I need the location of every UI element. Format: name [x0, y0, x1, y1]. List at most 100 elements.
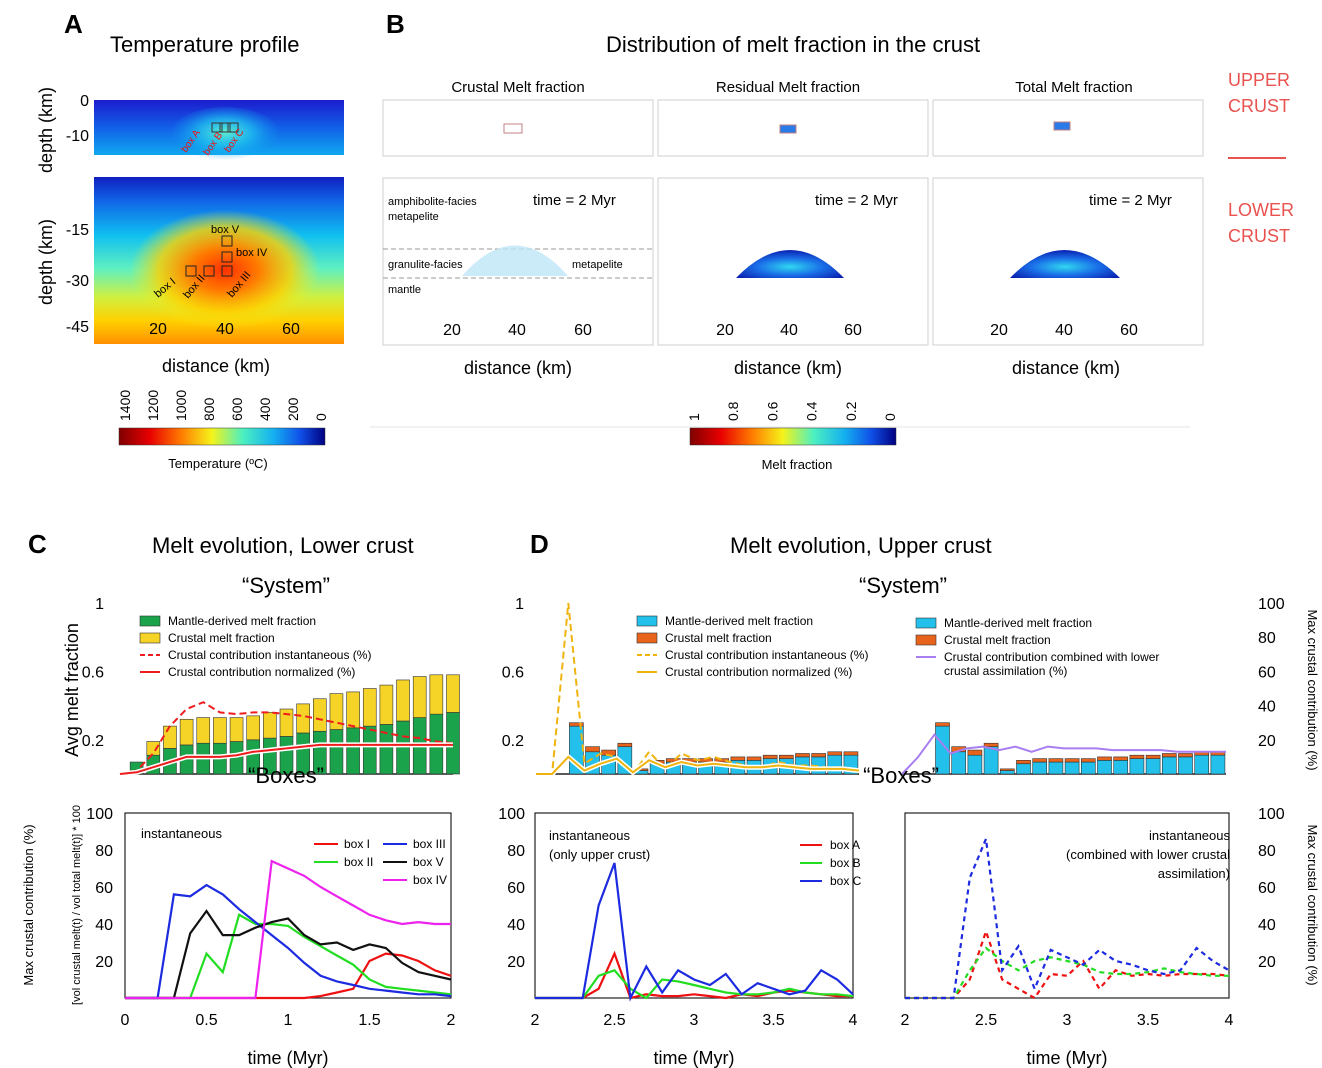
c-system-ytick-1: 1: [95, 596, 104, 613]
d-system-upper-ytick-1: 1: [515, 596, 524, 613]
d-system-combined-bar-crustal-0: [935, 722, 950, 727]
d-boxes-upper-xtick-2: 2: [531, 1012, 540, 1029]
c-system-legend-label-0: Mantle-derived melt fraction: [168, 614, 316, 628]
melt-cb-tick-0: 1: [686, 413, 702, 421]
d-boxes-upper-xtick-3.5: 3.5: [762, 1012, 784, 1029]
d-system-combined-line-purple: [901, 733, 1226, 775]
temp-cb-tick-4: 600: [229, 397, 245, 421]
d-system-combined-bar-mantle-17: [1210, 754, 1226, 775]
d-system-upper-legend-label-1: Crustal melt fraction: [665, 631, 772, 645]
d-system-combined-bar-mantle-11: [1113, 760, 1129, 775]
d-boxes-combined-ytick-100: 100: [1258, 806, 1285, 823]
d-boxes-combined-ytick-80: 80: [1258, 843, 1276, 860]
d-boxes-combined-annotation-1: (combined with lower crustal: [1066, 847, 1230, 862]
temp-cb-tick-6: 200: [285, 397, 301, 421]
d-system-combined-bar-mantle-4: [999, 770, 1015, 775]
c-system-bar-mantle-13: [346, 727, 360, 775]
box-iv-label: box IV: [236, 247, 268, 259]
c-system-chart: Mantle-derived melt fraction Crustal melt…: [62, 573, 460, 777]
c-system-bar-crustal-5: [213, 717, 227, 744]
d-system-combined-bar-mantle-1: [951, 751, 967, 775]
melt-x-tick-40-c: 40: [1055, 322, 1073, 339]
c-boxes-xtick-1: 1: [284, 1012, 293, 1029]
col-title-total: Total Melt fraction: [1015, 79, 1133, 96]
c-system-bar-crustal-11: [313, 698, 327, 732]
d-boxes-combined-ytick-40: 40: [1258, 917, 1276, 934]
c-system-legend-label-3: Crustal contribution normalized (%): [168, 665, 355, 679]
d-system-combined-bar-crustal-7: [1048, 758, 1064, 763]
melt-cb-tick-5: 0: [882, 413, 898, 421]
d-system-combined-legend-swatch-1: [915, 634, 937, 646]
panel-a-letter: A: [64, 9, 83, 39]
temperature-panel: depth (km) depth (km) 0 -10 -15 -30 -45 …: [36, 87, 344, 471]
panel-a-title: Temperature profile: [110, 32, 300, 57]
d-boxes-upper-annotation-1: (only upper crust): [549, 847, 650, 862]
melt-x-tick-20-c: 20: [990, 322, 1008, 339]
melt-cb-tick-1: 0.8: [725, 401, 741, 421]
d-system-combined-bar-mantle-10: [1097, 760, 1112, 775]
d-system-combined-bar-crustal-12: [1129, 754, 1145, 759]
d-system-combined-legend-swatch-0: [915, 617, 937, 629]
d-boxes-upper-xtick-3: 3: [690, 1012, 699, 1029]
d-system-upper-bar-crustal-17: [843, 751, 859, 756]
d-system-combined-bar-crustal-6: [1032, 758, 1048, 763]
lower-tick-45: -45: [66, 319, 89, 336]
d-system-upper-bar-crustal-16: [827, 751, 843, 756]
d-system-combined-bar-mantle-13: [1145, 758, 1161, 775]
d-system-upper-chart: Mantle-derived melt fraction Crustal melt…: [502, 573, 947, 777]
d-system-combined-bar-mantle-8: [1064, 761, 1080, 775]
melt-x-tick-60-b: 60: [844, 322, 862, 339]
d-boxes-combined-frame: [904, 812, 1230, 999]
d-boxes-combined-series-1: [905, 946, 1229, 1000]
melt-x-tick-40-b: 40: [780, 322, 798, 339]
c-boxes-series-2: [125, 883, 452, 1000]
d-system-upper-bar-crustal-15: [811, 753, 826, 758]
d-boxes-combined-xtick-2.5: 2.5: [975, 1012, 997, 1029]
rock-label-granulite: granulite-facies: [388, 259, 463, 271]
rock-label-metapelite-lower: metapelite: [572, 259, 623, 271]
d-system-combined-legend-label-2: Crustal contribution combined with lower: [944, 650, 1159, 664]
c-system-bar-crustal-16: [396, 679, 410, 722]
d-system-combined-ylabel: Max crustal contribution (%): [1305, 609, 1320, 770]
c-system-bar-crustal-8: [263, 712, 277, 739]
c-system-bar-mantle-16: [396, 720, 410, 775]
temp-cb-tick-0: 1400: [117, 390, 133, 421]
d-system-combined-chart: Mantle-derived melt fraction Crustal melt…: [901, 596, 1285, 775]
temp-cb-tick-1: 1200: [145, 390, 161, 421]
d-boxes-combined-xtick-4: 4: [1225, 1012, 1234, 1029]
d-boxes-upper-xtick-4: 4: [849, 1012, 858, 1029]
c-system-legend-label-2: Crustal contribution instantaneous (%): [168, 648, 371, 662]
d-boxes-combined-xtick-3.5: 3.5: [1137, 1012, 1159, 1029]
d-system-title: “System”: [859, 573, 947, 598]
lower-box-ii: [203, 265, 215, 277]
c-system-ylabel: Avg melt fraction: [62, 623, 82, 757]
d-system-combined-bar-crustal-11: [1113, 756, 1129, 761]
c-system-bar-crustal-12: [329, 693, 344, 730]
time-label-total: time = 2 Myr: [1089, 192, 1172, 209]
c-boxes-xtick-2: 2: [447, 1012, 456, 1029]
total-melt-plume: [1010, 250, 1120, 278]
residual-melt-plume: [736, 250, 844, 278]
upper-temp-hotspot: [170, 107, 280, 163]
box-v-label: box V: [211, 224, 240, 236]
upper-box-a: [211, 122, 223, 133]
lower-box-i: [185, 265, 197, 277]
c-system-bar-crustal-10: [296, 703, 310, 734]
c-system-line-line: [119, 743, 453, 775]
temp-cb-tick-3: 800: [201, 397, 217, 421]
time-label-residual: time = 2 Myr: [815, 192, 898, 209]
temp-x-tick-40: 40: [216, 321, 234, 338]
d-boxes-combined-series-2: [905, 834, 1230, 1000]
upper-tick-0: 0: [80, 93, 89, 110]
d-system-combined-bar-crustal-9: [1080, 758, 1096, 763]
d-system-combined-bar-mantle-6: [1032, 761, 1048, 775]
c-system-bar-crustal-14: [362, 688, 377, 727]
c-system-bar-crustal-7: [246, 715, 260, 741]
d-boxes-upper-legend-label-2: box C: [830, 874, 862, 888]
d-boxes-combined-chart: 2 2.5 3 3.5 4 time (Myr) 100 80 60 40 20 instantane…: [901, 806, 1285, 1068]
d-system-upper-bar-crustal-9: [714, 758, 730, 763]
d-boxes-combined-xtick-3: 3: [1063, 1012, 1072, 1029]
c-system-bar-crustal-6: [229, 717, 244, 742]
melt-x-tick-60-a: 60: [574, 322, 592, 339]
temperature-colorbar-label: Temperature (ºC): [168, 456, 267, 471]
